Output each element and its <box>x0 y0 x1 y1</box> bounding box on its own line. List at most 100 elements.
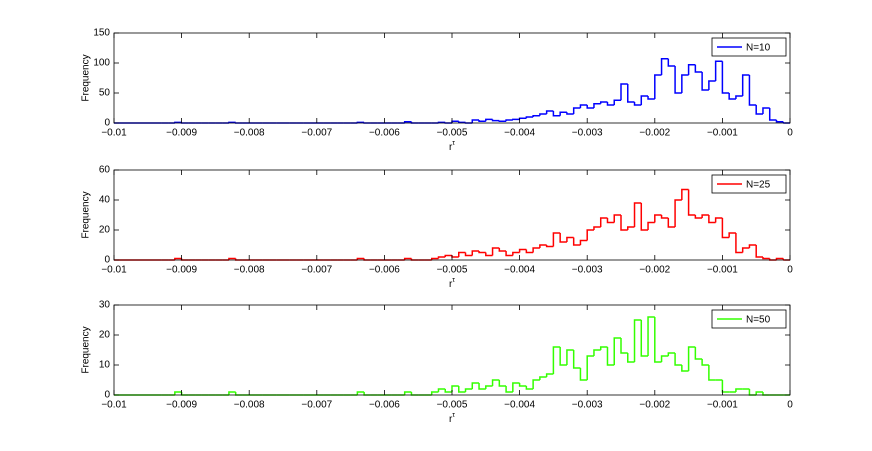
histogram-step <box>708 365 716 381</box>
histogram-step <box>613 214 621 223</box>
plot-area <box>114 33 790 123</box>
x-axis-label-superscript: τ <box>452 277 455 284</box>
histogram-step <box>498 380 507 387</box>
histogram-step <box>403 391 412 395</box>
histogram-step <box>694 347 703 360</box>
histogram-step <box>586 105 594 109</box>
y-tick-label: 30 <box>99 300 111 311</box>
y-axis-label: Frequency <box>81 326 92 373</box>
histogram-step <box>539 244 547 248</box>
histogram-step <box>471 119 480 123</box>
histogram-step <box>762 107 770 114</box>
x-tick-label: −0.007 <box>301 265 332 276</box>
histogram-step <box>403 257 412 260</box>
x-axis-label-base: r <box>449 279 453 290</box>
histogram-step <box>579 104 588 108</box>
histogram-step <box>437 388 446 392</box>
histogram-step <box>627 226 635 230</box>
histogram-step <box>755 105 763 115</box>
histogram-step <box>444 389 452 393</box>
plot-area <box>114 170 790 260</box>
x-tick-label: −0.008 <box>234 128 265 139</box>
legend-label: N=25 <box>746 180 771 191</box>
histogram-step <box>559 233 567 243</box>
x-tick-label: −0.008 <box>234 400 265 411</box>
histogram-step <box>687 64 696 75</box>
x-tick-label: −0.005 <box>437 128 468 139</box>
x-tick-label: −0.001 <box>707 400 738 411</box>
histogram-step <box>566 236 574 242</box>
histogram-step <box>620 215 628 231</box>
histogram-step <box>485 385 493 389</box>
x-tick-label: 0 <box>787 128 793 139</box>
histogram-step <box>552 346 561 374</box>
histogram-step <box>654 74 662 99</box>
x-tick-label: −0.003 <box>572 400 603 411</box>
histogram-step <box>606 102 615 106</box>
histogram-step <box>593 103 601 108</box>
histogram-step <box>667 352 676 356</box>
histogram-step <box>491 379 500 386</box>
histogram-step <box>444 254 452 257</box>
histogram-step <box>681 74 689 93</box>
histogram-step <box>687 346 696 371</box>
x-tick-label: −0.006 <box>369 128 400 139</box>
histogram-step <box>545 110 554 114</box>
histogram-step <box>728 93 736 100</box>
histogram-step <box>620 338 628 354</box>
histogram-step <box>430 257 439 260</box>
x-tick-label: −0.002 <box>639 265 670 276</box>
y-tick-label: 20 <box>99 225 111 236</box>
histogram-step <box>525 116 534 119</box>
histogram-step <box>735 233 743 254</box>
y-axis-label: Frequency <box>81 191 92 238</box>
x-tick-label: −0.01 <box>101 128 127 139</box>
histogram-step <box>586 229 594 241</box>
histogram-step <box>613 99 621 105</box>
histogram-step <box>505 386 513 393</box>
x-tick-label: 0 <box>787 265 793 276</box>
histogram-step <box>714 60 723 81</box>
histogram-step <box>667 218 676 228</box>
histogram-step <box>660 215 669 219</box>
histogram-step <box>606 218 615 224</box>
histogram-step <box>579 239 588 245</box>
histogram-step <box>708 215 716 224</box>
y-axis-label: Frequency <box>81 54 92 101</box>
y-tick-label: 0 <box>104 118 110 129</box>
x-tick-label: −0.005 <box>437 265 468 276</box>
legend-label: N=50 <box>746 315 771 326</box>
x-tick-label: −0.009 <box>166 265 197 276</box>
histogram-step <box>681 188 689 200</box>
histogram-step <box>755 245 763 258</box>
histogram-step <box>498 248 507 252</box>
histogram-step <box>748 244 757 248</box>
y-tick-label: 50 <box>99 88 111 99</box>
histogram-step <box>430 391 439 395</box>
histogram-step <box>660 58 669 75</box>
y-tick-label: 150 <box>93 28 110 39</box>
histogram-step <box>728 232 736 238</box>
histogram-step <box>674 353 682 366</box>
x-tick-label: −0.004 <box>504 265 535 276</box>
histogram-step <box>599 346 608 350</box>
x-axis-label-base: r <box>449 142 453 153</box>
histogram-step <box>654 214 662 223</box>
histogram-step <box>741 247 750 253</box>
y-tick-label: 20 <box>99 330 111 341</box>
histogram-step <box>701 214 709 218</box>
histogram-step <box>579 368 588 381</box>
x-tick-label: −0.006 <box>369 265 400 276</box>
histogram-step <box>741 74 750 96</box>
histogram-step <box>775 120 784 123</box>
histogram-step <box>478 383 486 390</box>
histogram-step <box>694 64 703 73</box>
x-axis-label: rτ <box>449 277 455 290</box>
x-axis-label: rτ <box>449 412 455 425</box>
histogram-step <box>627 84 635 103</box>
histogram-step <box>654 317 662 363</box>
x-tick-label: −0.002 <box>639 128 670 139</box>
histogram-step <box>174 257 182 260</box>
histogram-step <box>458 386 466 393</box>
histogram-step <box>512 118 520 121</box>
